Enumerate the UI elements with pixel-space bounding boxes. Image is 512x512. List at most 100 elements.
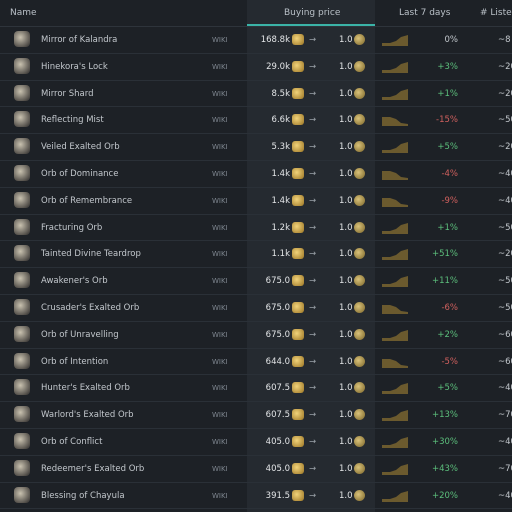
wiki-link[interactable]: WIKI (212, 330, 228, 339)
item-name[interactable]: Orb of Unravelling (41, 329, 119, 340)
table-row[interactable]: Orb of Unravelling WIKI 675.0 → 1.0 +2% ~60 (0, 321, 512, 349)
price-currency-icon (292, 409, 304, 421)
wiki-link[interactable]: WIKI (212, 89, 228, 98)
wiki-link[interactable]: WIKI (212, 304, 228, 312)
table-row[interactable]: Tainted Divine Teardrop WIKI 1.1k → 1.0 +51% ~… (0, 240, 512, 269)
sparkline-area (382, 305, 408, 314)
item-name[interactable]: Orb of Remembrance (41, 195, 133, 206)
item-icon (14, 433, 30, 449)
item-name[interactable]: Awakener's Orb (41, 276, 108, 287)
table-row[interactable]: Mirror Shard WIKI 8.5k → 1.0 +1% ~20 (0, 80, 512, 108)
header-name[interactable]: Name (10, 8, 37, 18)
item-name[interactable]: Warlord's Exalted Orb (41, 410, 134, 421)
price-currency-icon (292, 248, 304, 260)
change: +20% (431, 490, 458, 501)
receive: 1.0 (339, 490, 353, 501)
wiki-link[interactable]: WIKI (212, 143, 228, 152)
price: 675.0 (265, 303, 290, 313)
header-buying-price[interactable]: Buying price (284, 8, 341, 18)
sparkline (382, 437, 408, 448)
receive: 1.0 (339, 383, 353, 394)
wiki-link[interactable]: WIKI (212, 384, 228, 393)
receive: 1.0 (339, 142, 353, 153)
item-name[interactable]: Orb of Dominance (41, 169, 119, 179)
listed: ~20 (498, 249, 512, 260)
header-listed[interactable]: # Listed (480, 8, 512, 18)
table-row[interactable]: Crusader's Exalted Orb WIKI 675.0 → 1.0 -6% ~5… (0, 294, 512, 322)
wiki-link[interactable]: WIKI (212, 464, 228, 473)
sparkline-area (382, 171, 408, 180)
change: +30% (431, 437, 458, 447)
item-name[interactable]: Tainted Divine Teardrop (41, 249, 141, 260)
table-row[interactable]: Orb of Remembrance WIKI 1.4k → 1.0 -9% ~40 (0, 187, 512, 215)
wiki-link[interactable]: WIKI (212, 116, 228, 125)
item-name[interactable]: Mirror Shard (41, 88, 94, 99)
listed: ~20 (498, 88, 512, 99)
table-row[interactable]: Warlord's Exalted Orb WIKI 607.5 → 1.0 +13% ~7… (0, 401, 512, 429)
receive-currency-icon (354, 87, 365, 99)
sparkline-area (382, 358, 408, 368)
arrow: → (309, 142, 317, 153)
wiki-link[interactable]: WIKI (212, 223, 228, 232)
listed: ~60 (498, 356, 512, 367)
item-name[interactable]: Reflecting Mist (41, 115, 104, 126)
item-name[interactable]: Fracturing Orb (41, 222, 103, 233)
price: 1.1k (271, 249, 290, 260)
table-row[interactable]: Orb of Conflict WIKI 405.0 → 1.0 +30% ~40 (0, 428, 512, 456)
receive-currency-icon (354, 221, 365, 233)
price: 607.5 (265, 410, 290, 421)
item-name[interactable]: Crusader's Exalted Orb (41, 303, 140, 313)
item-name[interactable]: Orb of Conflict (41, 437, 103, 447)
arrow: → (309, 383, 317, 394)
wiki-link[interactable]: WIKI (212, 411, 228, 420)
table-row[interactable]: Blessing of Chayula WIKI 391.5 → 1.0 +20% ~40 (0, 482, 512, 510)
table-row[interactable]: Fracturing Orb WIKI 1.2k → 1.0 +1% ~50 (0, 214, 512, 242)
table-row[interactable]: Veiled Exalted Orb WIKI 5.3k → 1.0 +5% ~20 (0, 133, 512, 161)
item-name[interactable]: Hunter's Exalted Orb (41, 383, 130, 394)
price-column-bg (247, 0, 375, 512)
change: +5% (437, 142, 458, 153)
item-name[interactable]: Redeemer's Exalted Orb (41, 463, 145, 474)
sparkline (382, 490, 408, 502)
table-row[interactable]: Awakener's Orb WIKI 675.0 → 1.0 +11% ~50 (0, 267, 512, 295)
item-name[interactable]: Mirror of Kalandra (41, 35, 118, 45)
receive-currency-icon (354, 382, 365, 394)
wiki-link[interactable]: WIKI (212, 357, 228, 366)
table-row[interactable]: Orb of Intention WIKI 644.0 → 1.0 -5% ~60 (0, 348, 512, 376)
table-row[interactable]: Mirror of Kalandra WIKI 168.8k → 1.0 0% ~8 (0, 26, 512, 54)
arrow: → (309, 490, 317, 501)
receive-currency-icon (354, 114, 365, 126)
receive: 1.0 (339, 303, 353, 313)
item-name[interactable]: Hinekora's Lock (41, 61, 108, 72)
header-last-7-days[interactable]: Last 7 days (399, 8, 451, 18)
item-icon (14, 325, 30, 342)
wiki-link[interactable]: WIKI (212, 438, 228, 446)
change: +3% (437, 61, 458, 72)
price-currency-icon (292, 382, 304, 394)
item-name[interactable]: Blessing of Chayula (41, 490, 125, 501)
table-row[interactable]: Hinekora's Lock WIKI 29.0k → 1.0 +3% ~20 (0, 53, 512, 81)
wiki-link[interactable]: WIKI (212, 491, 228, 500)
wiki-link[interactable]: WIKI (212, 277, 228, 286)
table-row[interactable]: Reflecting Mist WIKI 6.6k → 1.0 -15% ~50 (0, 106, 512, 135)
receive-currency-icon (354, 34, 365, 45)
wiki-link[interactable]: WIKI (212, 36, 228, 44)
listed: ~70 (498, 410, 512, 421)
sparkline-area (382, 222, 408, 234)
item-name[interactable]: Orb of Intention (41, 356, 109, 367)
sort-underline (247, 24, 375, 26)
table-row[interactable]: Redeemer's Exalted Orb WIKI 405.0 → 1.0 +43% ~… (0, 455, 512, 483)
wiki-link[interactable]: WIKI (212, 170, 228, 178)
item-name[interactable]: Veiled Exalted Orb (41, 142, 120, 153)
table-row[interactable]: Orb of Dominance WIKI 1.4k → 1.0 -4% ~40 (0, 160, 512, 188)
wiki-link[interactable]: WIKI (212, 196, 228, 205)
item-icon (14, 191, 30, 208)
price: 644.0 (265, 356, 290, 367)
sparkline-area (382, 383, 408, 395)
wiki-link[interactable]: WIKI (212, 250, 228, 259)
table-row[interactable]: Hunter's Exalted Orb WIKI 607.5 → 1.0 +5% ~40 (0, 374, 512, 403)
sparkline-area (382, 410, 408, 422)
wiki-link[interactable]: WIKI (212, 62, 228, 71)
price-currency-icon (292, 275, 304, 287)
listed: ~70 (498, 463, 512, 474)
